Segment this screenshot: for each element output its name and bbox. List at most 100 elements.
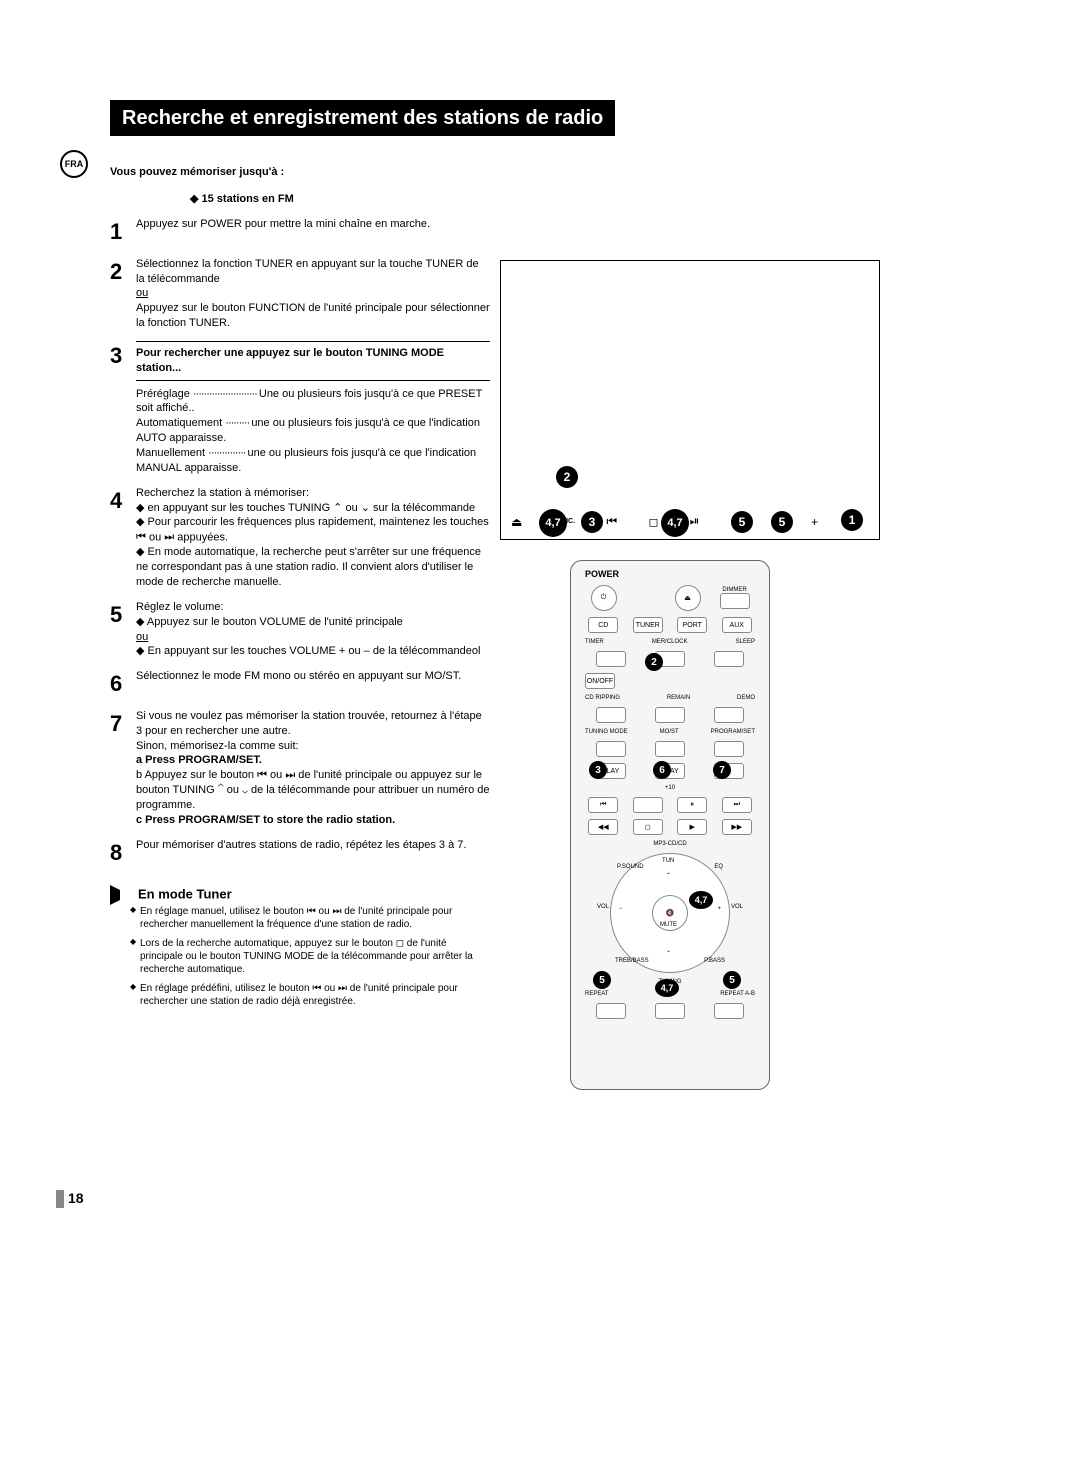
step5-line2: ◆ Appuyez sur le bouton VOLUME de l'unit… bbox=[136, 616, 403, 628]
vol-right-label: VOL bbox=[731, 904, 743, 910]
callout-2: 2 bbox=[645, 653, 663, 671]
step4-line3a: ◆ Pour parcourir les fréquences plus rap… bbox=[136, 516, 489, 528]
step-5: 5 Réglez le volume: ◆ Appuyez sur le bou… bbox=[110, 600, 490, 659]
tuningmode-label: TUNING MODE bbox=[585, 729, 628, 735]
most-button[interactable] bbox=[655, 741, 685, 757]
step3-header: Pour rechercher une station... appuyez s… bbox=[136, 341, 490, 381]
cdripping-button[interactable] bbox=[596, 707, 626, 723]
callout-47: 4,7 bbox=[655, 979, 679, 997]
prev-track-icon: ⏮ bbox=[606, 514, 617, 529]
stop-button[interactable]: ◻ bbox=[633, 819, 663, 835]
callout-47: 4,7 bbox=[689, 891, 713, 909]
next-track-button[interactable]: ⏭ bbox=[722, 797, 752, 813]
step5-line3: ◆ En appuyant sur les touches VOLUME + o… bbox=[136, 645, 480, 657]
step5-line1: Réglez le volume: bbox=[136, 601, 223, 613]
power-button[interactable]: ⏻ bbox=[591, 585, 617, 611]
step2-line2: Appuyez sur le bouton FUNCTION de l'unit… bbox=[136, 302, 490, 329]
num-button[interactable] bbox=[633, 797, 663, 813]
sleep-button[interactable] bbox=[714, 651, 744, 667]
stop-icon: ◻ bbox=[648, 515, 658, 529]
remain-button[interactable] bbox=[655, 707, 685, 723]
step3-col1: Pour rechercher une station... bbox=[136, 346, 246, 376]
aux-button[interactable]: AUX bbox=[722, 617, 752, 633]
step-1: 1 Appuyez sur POWER pour mettre la mini … bbox=[110, 217, 490, 247]
tuner-button[interactable]: TUNER bbox=[633, 617, 663, 633]
next-track-icon: ⏭ bbox=[164, 530, 174, 545]
tun-label: TUN bbox=[662, 858, 674, 864]
eject-button[interactable]: ⏏ bbox=[675, 585, 701, 611]
step4-line3b: appuyées. bbox=[177, 532, 228, 544]
tuner-item-2: Lors de la recherche automatique, appuye… bbox=[130, 937, 490, 976]
callout-7: 7 bbox=[713, 761, 731, 779]
eject-icon: ⏏ bbox=[684, 594, 691, 602]
step-number: 3 bbox=[110, 341, 136, 476]
demo-button[interactable] bbox=[714, 707, 744, 723]
stop-icon: ◻ bbox=[645, 823, 651, 831]
step7-b: b Appuyez sur le bouton ⏮ ou ⏭ de l'unit… bbox=[136, 769, 489, 811]
power-label: POWER bbox=[585, 569, 769, 579]
play-button[interactable]: ▶ bbox=[677, 819, 707, 835]
step-number: 5 bbox=[110, 600, 136, 659]
step-6: 6 Sélectionnez le mode FM mono ou stéréo… bbox=[110, 669, 490, 699]
callout-5: 5 bbox=[771, 511, 793, 533]
step3-col2: appuyez sur le bouton TUNING MODE bbox=[246, 346, 444, 376]
tuner-item-3: En réglage prédéfini, utilisez le bouton… bbox=[130, 982, 490, 1008]
forward-icon: ▶▶ bbox=[731, 823, 742, 831]
step-number: 7 bbox=[110, 709, 136, 828]
programset-button[interactable] bbox=[714, 741, 744, 757]
callout-5: 5 bbox=[731, 511, 753, 533]
remote-control: POWER ⏻ ⏏ DIMMER CD TUNER PORT AUX TIMER… bbox=[570, 560, 770, 1090]
plus-icon: + bbox=[811, 515, 818, 529]
step7-a: a Press PROGRAM/SET. bbox=[136, 754, 262, 766]
down-icon: ⌄ bbox=[666, 947, 671, 954]
step-number: 2 bbox=[110, 257, 136, 331]
tuner-mode-heading: En mode Tuner bbox=[110, 885, 1020, 905]
mute-icon: 🔇 bbox=[666, 909, 675, 917]
mute-label: MUTE bbox=[660, 922, 677, 928]
tuner-mode-list: En réglage manuel, utilisez le bouton ⏮ … bbox=[130, 905, 490, 1008]
step-number: 8 bbox=[110, 838, 136, 868]
intro-text: Vous pouvez mémoriser jusqu'à : bbox=[110, 166, 490, 178]
play-icon: ▶ bbox=[690, 823, 695, 831]
pause-button[interactable]: ⏸ bbox=[677, 797, 707, 813]
step3-row1: Préréglage ························ Une … bbox=[136, 387, 490, 417]
step-body: Sélectionnez la fonction TUNER en appuya… bbox=[136, 257, 490, 331]
step4-line2: ◆ en appuyant sur les touches TUNING ⌃ o… bbox=[136, 502, 475, 514]
dots: ························ bbox=[193, 388, 259, 400]
repeat-button[interactable] bbox=[596, 1003, 626, 1019]
sub-intro: 15 stations en FM bbox=[190, 192, 490, 205]
nav-ring[interactable]: P.SOUND EQ TUN ⌃ ⌄ VOL − VOL + 🔇 MUTE TR… bbox=[610, 853, 730, 973]
plus10-label: +10 bbox=[665, 785, 675, 791]
step3-auto: Automatiquement bbox=[136, 417, 222, 429]
rewind-button[interactable]: ◀◀ bbox=[588, 819, 618, 835]
plus-icon: + bbox=[717, 906, 721, 912]
step-body: Pour rechercher une station... appuyez s… bbox=[136, 341, 490, 476]
page-number: 18 bbox=[60, 1190, 84, 1208]
prev-track-icon: ⏮ bbox=[136, 530, 146, 545]
step3-row2: Automatiquement ········· une ou plusieu… bbox=[136, 416, 490, 446]
tuningmode-button[interactable] bbox=[596, 741, 626, 757]
repeatab-button[interactable] bbox=[714, 1003, 744, 1019]
step4-line1: Recherchez la station à mémoriser: bbox=[136, 487, 309, 499]
port-button[interactable]: PORT bbox=[677, 617, 707, 633]
callout-5: 5 bbox=[593, 971, 611, 989]
callout-3: 3 bbox=[581, 511, 603, 533]
vol-left-label: VOL bbox=[597, 904, 609, 910]
prev-track-button[interactable]: ⏮ bbox=[588, 797, 618, 813]
up-icon: ⌃ bbox=[666, 872, 671, 879]
dimmer-button[interactable] bbox=[720, 593, 750, 609]
step-body: Sélectionnez le mode FM mono ou stéréo e… bbox=[136, 669, 490, 699]
play-pause-icon: ⏯ bbox=[690, 514, 700, 529]
timer-button[interactable] bbox=[596, 651, 626, 667]
forward-button[interactable]: ▶▶ bbox=[722, 819, 752, 835]
callout-47: 4,7 bbox=[539, 509, 567, 537]
middle-button[interactable] bbox=[655, 1003, 685, 1019]
cd-button[interactable]: CD bbox=[588, 617, 618, 633]
step-7: 7 Si vous ne voulez pas mémoriser la sta… bbox=[110, 709, 490, 828]
onoff-button[interactable]: ON/OFF bbox=[585, 673, 615, 689]
callout-2: 2 bbox=[556, 466, 578, 488]
power-icon: ⏻ bbox=[601, 594, 607, 602]
pause-icon: ⏸ bbox=[691, 801, 695, 809]
callout-47: 4,7 bbox=[661, 509, 689, 537]
step3-manual: Manuellement bbox=[136, 447, 205, 459]
